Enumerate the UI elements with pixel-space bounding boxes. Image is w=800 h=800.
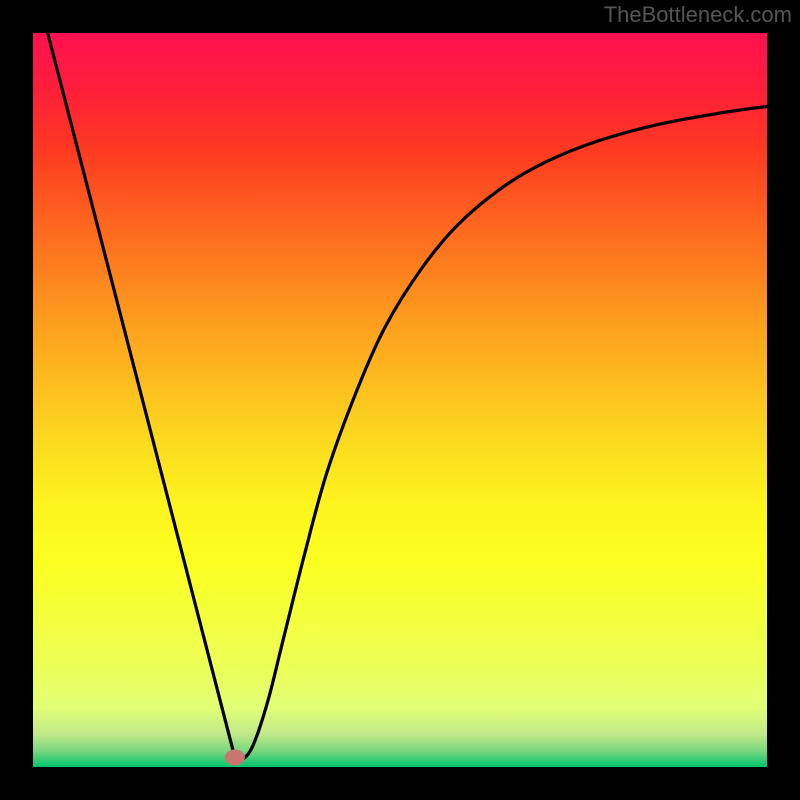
bottleneck-chart: TheBottleneck.com (0, 0, 800, 800)
chart-svg (0, 0, 800, 800)
optimal-point-marker (225, 749, 245, 765)
